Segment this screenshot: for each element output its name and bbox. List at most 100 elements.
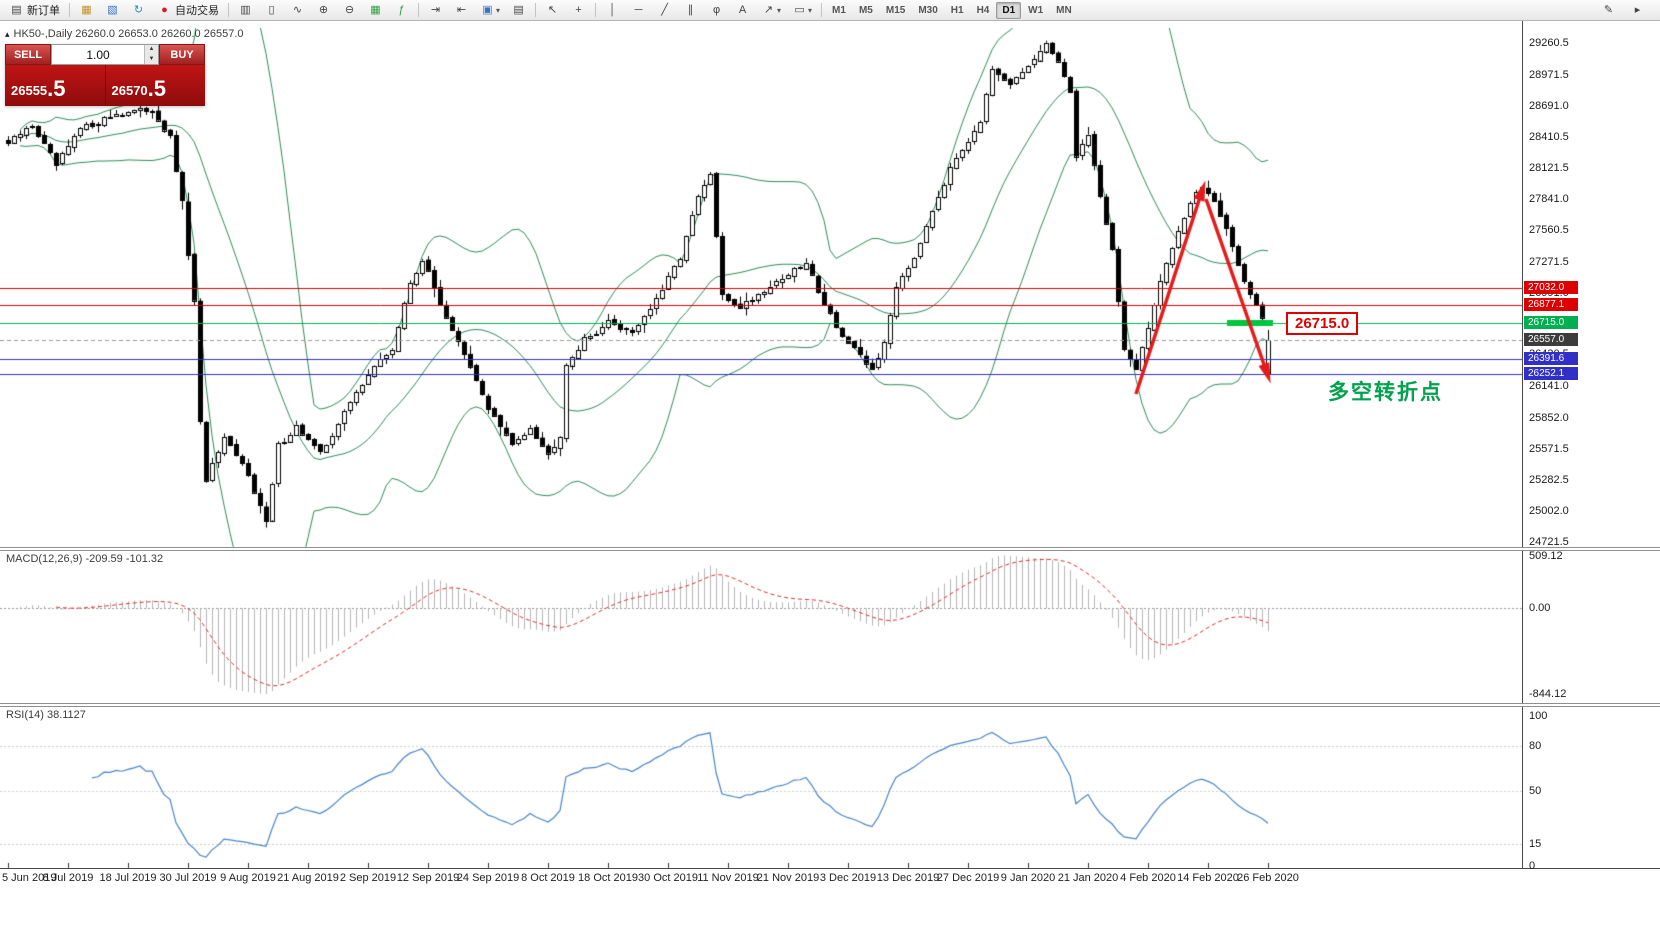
toolbar-separator (595, 3, 597, 17)
auto-trading-button[interactable]: ● 自动交易 (152, 0, 224, 20)
pane-separator-rsi[interactable] (0, 703, 1660, 707)
date-axis-label: 14 Feb 2020 (1177, 872, 1239, 884)
indicators-button[interactable]: ƒ (389, 1, 414, 20)
price-axis-label: 24721.5 (1529, 536, 1569, 549)
refresh-button[interactable]: ↻ (126, 1, 151, 20)
macd-axis-label: -844.12 (1529, 688, 1567, 701)
data-window-button[interactable]: ▤ (506, 1, 531, 20)
timeframe-m15-button[interactable]: M15 (885, 4, 906, 16)
timeframe-m30-button[interactable]: M30 (918, 4, 938, 16)
text-tool-button[interactable]: A (730, 1, 755, 20)
rsi-axis-label: 50 (1529, 785, 1542, 797)
profiles-icon: ▧ (107, 3, 118, 16)
trendline-icon: ╱ (661, 3, 668, 16)
fibonacci-button[interactable]: φ (704, 1, 729, 20)
trendline-button[interactable]: ╱ (652, 1, 677, 20)
price-axis-label: 25852.0 (1529, 411, 1569, 424)
pointer-mode-button[interactable]: ▸ (1625, 1, 1650, 20)
fibonacci-icon: φ (712, 3, 721, 16)
auto-trading-icon: ● (161, 3, 168, 16)
price-tag: 26715.0 (1524, 316, 1578, 330)
profiles-button[interactable]: ▧ (100, 1, 125, 20)
date-axis-label: 13 Dec 2019 (876, 872, 940, 884)
macd-axis-label: 509.12 (1529, 550, 1563, 563)
auto-scroll-button[interactable]: ⇥ (423, 1, 448, 20)
date-axis-label: 9 Aug 2019 (220, 872, 276, 884)
indicators-icon: ƒ (398, 3, 405, 16)
toolbar-separator (821, 3, 823, 17)
timeframe-h1-button[interactable]: H1 (950, 4, 964, 16)
price-axis-label: 25282.5 (1529, 474, 1569, 487)
templates-icon: ▣ (482, 3, 493, 16)
turning-point-annotation[interactable]: 多空转折点 (1328, 381, 1443, 404)
sell-button[interactable]: SELL (5, 44, 51, 65)
timeframe-m1-button[interactable]: M1 (832, 4, 846, 16)
edit-button[interactable]: ✎ (1596, 1, 1621, 20)
price-annotation-label[interactable]: 26715.0 (1286, 312, 1359, 335)
date-axis-label: 30 Jul 2019 (159, 872, 217, 884)
date-axis-label: 21 Jan 2020 (1057, 872, 1119, 884)
bar-chart-icon: ▥ (240, 3, 251, 16)
timeframe-m5-button[interactable]: M5 (858, 4, 873, 16)
horizontal-line-icon: ─ (634, 3, 643, 16)
timeframe-h4-button[interactable]: H4 (976, 4, 990, 16)
price-axis-label: 28410.5 (1529, 130, 1569, 143)
arrow-tool-button[interactable]: ↗ ▾ (756, 1, 786, 20)
candlestick-icon: ▯ (268, 3, 275, 16)
toolbar-separator (535, 3, 537, 17)
timeframe-w1-button[interactable]: W1 (1028, 4, 1044, 16)
collapse-one-click-icon[interactable]: ▴ (5, 28, 10, 39)
date-axis-label: 21 Aug 2019 (277, 872, 339, 884)
volume-down-button[interactable]: ▼ (145, 54, 158, 64)
pane-separator-macd[interactable] (0, 547, 1660, 551)
timeframe-d1-button[interactable]: D1 (996, 1, 1022, 19)
volume-value[interactable]: 1.00 (86, 47, 110, 62)
rsi-axis-label: 0 (1529, 860, 1536, 872)
buy-price[interactable]: 26570.5 (104, 65, 206, 106)
tile-windows-button[interactable]: ▦ (363, 1, 388, 20)
chart-shift-button[interactable]: ⇤ (449, 1, 474, 20)
toolbar-separator (69, 3, 70, 17)
buy-button[interactable]: BUY (159, 44, 205, 65)
date-axis-label: 24 Sep 2019 (456, 872, 520, 884)
date-axis-label: 18 Oct 2019 (578, 872, 638, 884)
date-axis-label: 4 Feb 2020 (1120, 872, 1176, 884)
price-chart-canvas[interactable] (0, 21, 1522, 869)
auto-scroll-icon: ⇥ (430, 3, 441, 16)
crosshair-icon: + (575, 3, 582, 16)
shapes-tool-button[interactable]: ▭ ▾ (787, 1, 817, 20)
timeframe-mn-button[interactable]: MN (1056, 4, 1072, 16)
volume-field[interactable]: 1.00 ▲ ▼ (51, 44, 159, 65)
new-order-label: 新订单 (27, 5, 60, 17)
chart-window: ▴ HK50-,Daily 26260.0 26653.0 26260.0 26… (0, 21, 1660, 945)
zoom-out-button[interactable]: ⊖ (337, 1, 362, 20)
channel-button[interactable]: ∥ (678, 1, 703, 20)
line-chart-mode-button[interactable]: ∿ (285, 1, 310, 20)
price-axis-border (1522, 21, 1523, 869)
zoom-in-button[interactable]: ⊕ (311, 1, 336, 20)
volume-up-button[interactable]: ▲ (145, 45, 158, 55)
crosshair-button[interactable]: + (566, 1, 591, 20)
cursor-button[interactable]: ↖ (540, 1, 565, 20)
date-axis-label: 27 Dec 2019 (936, 872, 1000, 884)
vertical-line-button[interactable]: │ (600, 1, 625, 20)
chevron-down-icon: ▾ (808, 5, 813, 15)
price-tag: 26252.1 (1524, 366, 1578, 380)
date-axis-label: 11 Nov 2019 (697, 872, 759, 884)
candlestick-mode-button[interactable]: ▯ (259, 1, 284, 20)
price-axis-label: 27271.5 (1529, 255, 1569, 268)
sell-price[interactable]: 26555.5 (5, 65, 105, 106)
time-axis[interactable]: 5 Jun 2019 8 Jul 2019 18 Jul 2019 30 Jul 20… (0, 872, 1522, 892)
new-order-button[interactable]: ▤ 新订单 (4, 0, 65, 20)
price-tag: 27032.0 (1524, 281, 1578, 295)
chevron-down-icon: ▾ (777, 5, 782, 15)
channel-icon: ∥ (687, 3, 694, 16)
templates-button[interactable]: ▣ ▾ (475, 1, 505, 20)
new-chart-button[interactable]: ▦ (74, 1, 99, 20)
sell-price-main: 26555 (11, 83, 48, 98)
bar-chart-mode-button[interactable]: ▥ (233, 1, 258, 20)
horizontal-line-button[interactable]: ─ (626, 1, 651, 20)
price-axis[interactable]: 29260.5 28971.5 28691.0 28410.5 28121.5 27841… (1523, 21, 1660, 872)
shapes-icon: ▭ (794, 3, 805, 16)
zoom-out-icon: ⊖ (344, 3, 355, 16)
